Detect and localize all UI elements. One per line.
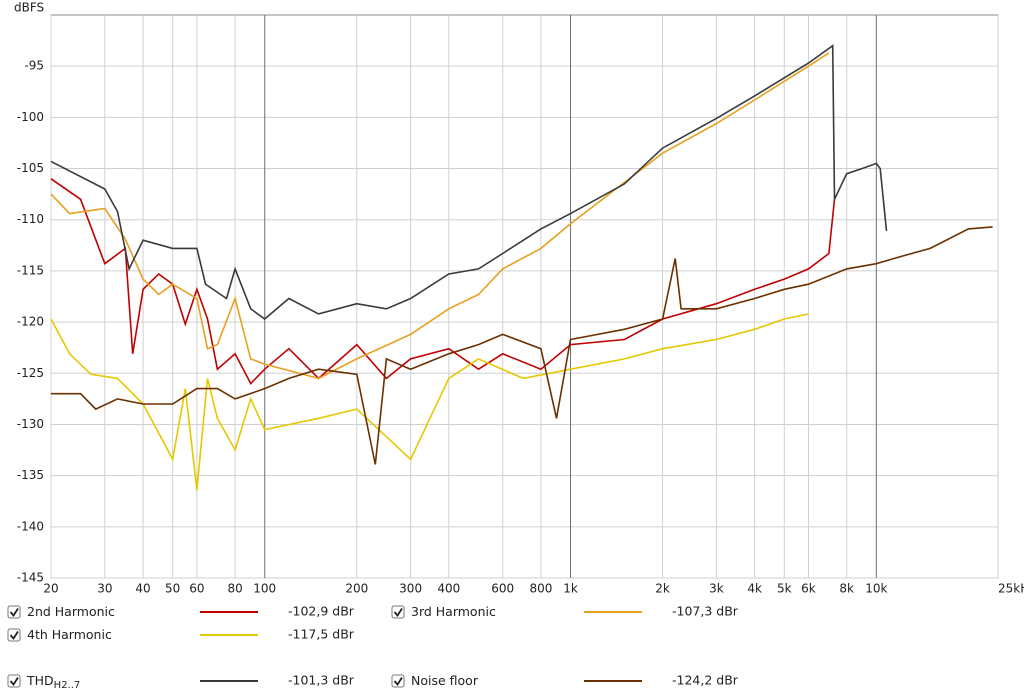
- legend-name-text: 4th Harmonic: [27, 627, 112, 642]
- x-tick-label: 20: [43, 582, 58, 596]
- legend-entry: 4th Harmonic -117,5 dBr: [7, 627, 355, 642]
- y-tick-label: -115: [17, 263, 44, 277]
- x-tick-label: 2k: [655, 582, 670, 596]
- legend-name-text: 3rd Harmonic: [411, 604, 496, 619]
- legend-reading: -107,3 dBr: [672, 604, 739, 619]
- x-tick-label: 800: [529, 582, 552, 596]
- x-tick-label: 60: [189, 582, 204, 596]
- x-tick-label: 1k: [563, 582, 578, 596]
- x-tick-label: 10k: [865, 582, 887, 596]
- x-tick-label: 5k: [777, 582, 792, 596]
- series-line: [50, 44, 888, 321]
- x-tick-label: 80: [227, 582, 242, 596]
- legend-entry: THDH2..7 -101,3 dBr: [7, 673, 355, 692]
- y-axis-label: dBFS: [14, 1, 44, 15]
- y-tick-label: -105: [17, 161, 44, 175]
- legend-name-text: Noise floor: [411, 673, 479, 688]
- legend-name: 2nd Harmonic: [27, 604, 115, 619]
- y-tick-label: -110: [17, 212, 44, 226]
- legend-name-sub: H2..7: [54, 680, 81, 691]
- x-tick-label: 8k: [839, 582, 854, 596]
- x-tick-label: 600: [491, 582, 514, 596]
- y-tick-label: -130: [17, 417, 44, 431]
- x-tick-label: 4k: [747, 582, 762, 596]
- legend-entry: 2nd Harmonic -102,9 dBr: [7, 604, 355, 619]
- y-tick-label: -140: [17, 519, 44, 533]
- legend-entry: 3rd Harmonic -107,3 dBr: [391, 604, 739, 619]
- x-tick-label: 400: [437, 582, 460, 596]
- series-line: [50, 313, 809, 491]
- y-tick-label: -120: [17, 315, 44, 329]
- x-tick-label: 300: [399, 582, 422, 596]
- series-line: [51, 226, 993, 465]
- checkmark: [9, 608, 19, 618]
- legend-reading: -101,3 dBr: [288, 673, 355, 688]
- y-tick-label: -135: [17, 468, 44, 482]
- plot-area: [50, 14, 999, 579]
- checkmark: [393, 677, 403, 687]
- legend-name: 4th Harmonic: [27, 627, 112, 642]
- x-tick-label: 30: [97, 582, 112, 596]
- x-tick-label: 200: [345, 582, 368, 596]
- checkmark: [9, 677, 19, 687]
- legend-name: 3rd Harmonic: [411, 604, 496, 619]
- legend-reading: -102,9 dBr: [288, 604, 355, 619]
- legend-name: Noise floor: [411, 673, 479, 688]
- x-tick-label: 6k: [801, 582, 816, 596]
- y-tick-label: -145: [17, 571, 44, 585]
- legend-reading: -124,2 dBr: [672, 673, 739, 688]
- x-tick-label: 25kHz: [998, 582, 1024, 596]
- legend-name: THDH2..7: [26, 673, 80, 692]
- legend-name-text: THD: [26, 673, 54, 688]
- legend-reading: -117,5 dBr: [288, 627, 355, 642]
- legend-entry: Noise floor -124,2 dBr: [391, 673, 739, 688]
- legend-name-text: 2nd Harmonic: [27, 604, 115, 619]
- x-tick-label: 3k: [709, 582, 724, 596]
- x-tick-label: 40: [135, 582, 150, 596]
- x-tick-label: 100: [253, 582, 276, 596]
- checkmark: [393, 608, 403, 618]
- checkmark: [9, 631, 19, 641]
- y-tick-label: -100: [17, 110, 44, 124]
- x-tick-label: 50: [165, 582, 180, 596]
- y-tick-label: -125: [17, 366, 44, 380]
- y-tick-label: -95: [24, 59, 44, 73]
- series-line: [50, 52, 830, 380]
